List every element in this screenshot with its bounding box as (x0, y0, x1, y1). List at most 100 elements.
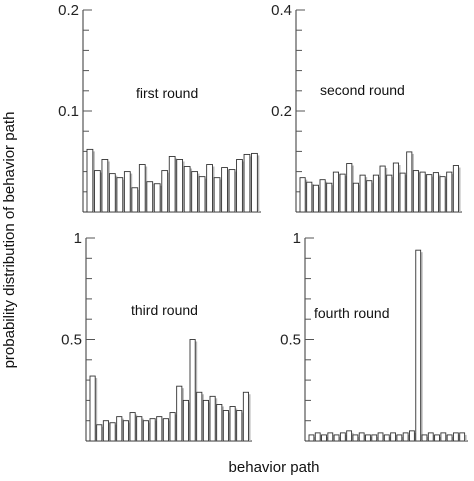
bar (446, 434, 455, 442)
bar (182, 399, 191, 442)
bar (153, 183, 163, 213)
bar (183, 166, 193, 213)
bar (439, 176, 448, 213)
bar (221, 167, 230, 213)
y-tick-label: 0.2 (271, 103, 292, 120)
x-axis-label: behavior path (229, 459, 320, 476)
y-tick-label: 1 (293, 230, 301, 247)
bar (198, 176, 208, 213)
panel-2: 0.2 0.4 second round (271, 2, 462, 213)
bar (236, 159, 245, 213)
bar (299, 177, 308, 213)
panel-title: first round (136, 85, 198, 101)
bar (222, 410, 231, 442)
bar (396, 434, 404, 442)
bar (206, 164, 215, 213)
bar (339, 432, 348, 442)
y-tick-label: 1 (74, 230, 82, 247)
bar (176, 159, 185, 213)
bar (216, 404, 224, 442)
y-tick-label: 0.4 (271, 2, 292, 19)
bar (358, 432, 367, 442)
bar (326, 182, 334, 213)
bar (156, 416, 164, 442)
bar (346, 163, 354, 213)
bar (372, 174, 381, 213)
bar (102, 420, 111, 442)
bar (191, 171, 200, 213)
bar (146, 181, 155, 213)
bar (101, 159, 110, 213)
bar (383, 434, 392, 442)
bar (371, 434, 379, 442)
bar (314, 432, 323, 442)
bar (176, 385, 184, 442)
panel-4: 0.5 1 fourth round (280, 230, 468, 442)
bar (209, 395, 218, 442)
bar (412, 170, 421, 213)
bar (308, 434, 316, 442)
bar (243, 153, 252, 213)
bar (228, 169, 237, 213)
bar (161, 170, 170, 213)
bar (89, 375, 98, 442)
bar (352, 434, 360, 442)
bar (452, 432, 461, 442)
bar (116, 416, 124, 442)
bar (426, 174, 434, 213)
panel-3: 0.5 1 third round (61, 230, 252, 442)
bar (321, 434, 329, 442)
bar (419, 171, 428, 213)
bar (169, 412, 178, 442)
bar (149, 418, 158, 442)
bar (122, 420, 131, 442)
bar (446, 171, 454, 213)
bar (162, 418, 171, 442)
bar (434, 434, 442, 442)
bar (123, 171, 133, 213)
bar (327, 432, 335, 442)
bar (202, 399, 211, 442)
panel-title: second round (320, 82, 405, 98)
bar (129, 412, 138, 442)
bar (452, 165, 461, 213)
y-tick-label: 0.5 (280, 332, 301, 349)
bar (366, 180, 374, 213)
y-tick-label: 0.1 (58, 103, 79, 120)
bar (108, 173, 118, 213)
bar (432, 172, 441, 213)
bar (440, 432, 448, 442)
bar (332, 171, 341, 213)
bar (242, 391, 251, 442)
bar (306, 181, 314, 213)
bar (196, 391, 204, 442)
bar (346, 430, 354, 442)
bar (213, 177, 222, 213)
bar (131, 187, 140, 213)
bar (251, 152, 260, 213)
bar (352, 182, 361, 213)
bar (136, 416, 144, 442)
bar (236, 410, 244, 442)
y-axis-label: probability distribution of behavior pat… (1, 112, 18, 369)
bar (415, 249, 423, 442)
bar (386, 174, 394, 213)
panel-title: third round (131, 302, 198, 318)
y-tick-label: 0.2 (58, 2, 79, 19)
bar (409, 430, 417, 442)
panel-1: 0.1 0.2 first round (58, 2, 261, 213)
panel-title: fourth round (314, 305, 390, 321)
bar (399, 172, 408, 213)
bar (116, 177, 125, 213)
bar (109, 422, 118, 442)
bar (406, 151, 414, 213)
bar (229, 406, 238, 442)
bar (377, 432, 385, 442)
bar (402, 432, 411, 442)
bar (339, 173, 348, 213)
y-tick-label: 0.5 (61, 332, 82, 349)
bar (365, 434, 373, 442)
bar (94, 170, 103, 213)
bar (359, 174, 368, 213)
